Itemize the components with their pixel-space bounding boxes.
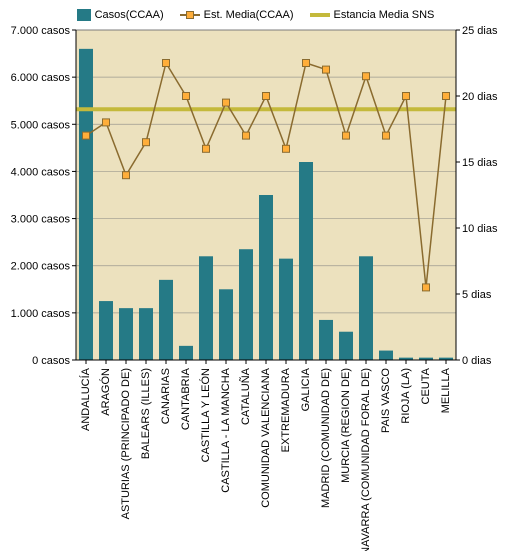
bar: [339, 332, 353, 360]
bar: [319, 320, 333, 360]
media-marker: [263, 93, 270, 100]
category-label: CANTABRIA: [180, 367, 192, 430]
media-marker: [303, 60, 310, 67]
svg-text:25 dias: 25 dias: [462, 26, 498, 37]
bar: [139, 308, 153, 360]
category-label: COMUNIDAD VALENCIANA: [260, 367, 272, 507]
bar: [179, 346, 193, 360]
media-marker: [443, 93, 450, 100]
category-label: ARAGÓN: [99, 368, 112, 416]
category-label: BALEARS (ILLES): [140, 368, 152, 459]
svg-text:0 dias: 0 dias: [462, 355, 492, 367]
media-marker: [163, 60, 170, 67]
legend-media-label: Est. Media(CCAA): [204, 9, 294, 21]
category-label: ASTURIAS (PRINCIPADO DE): [120, 368, 132, 519]
media-marker: [203, 145, 210, 152]
category-label: CEUTA: [420, 367, 432, 404]
category-label: ANDALUCÍA: [79, 367, 92, 431]
bar: [159, 280, 173, 360]
bar: [79, 49, 93, 360]
media-marker: [363, 73, 370, 80]
category-label: MADRID (COMUNIDAD DE): [320, 368, 332, 508]
svg-text:4.000 casos: 4.000 casos: [11, 166, 71, 178]
bar: [99, 301, 113, 360]
bar: [299, 162, 313, 360]
media-marker: [403, 93, 410, 100]
bar: [279, 259, 293, 360]
bar: [219, 289, 233, 360]
bar: [199, 256, 213, 360]
category-label: MELILLA: [440, 367, 452, 413]
media-marker: [383, 132, 390, 139]
legend-sns-label: Estancia Media SNS: [334, 9, 435, 21]
legend-casos-swatch: [77, 9, 91, 21]
bar: [119, 308, 133, 360]
svg-text:5 dias: 5 dias: [462, 289, 492, 301]
svg-text:2.000 casos: 2.000 casos: [11, 261, 71, 273]
category-label: RIOJA (LA): [400, 368, 412, 424]
chart-container: Casos(CCAA) Est. Media(CCAA) Estancia Me…: [0, 0, 511, 551]
legend-casos-label: Casos(CCAA): [95, 9, 164, 21]
chart-svg: 0 casos 1.000 casos 2.000 casos 3.000 casos…: [0, 26, 511, 551]
svg-text:6.000 casos: 6.000 casos: [11, 72, 71, 84]
svg-text:3.000 casos: 3.000 casos: [11, 214, 71, 226]
category-label: CANARIAS: [160, 368, 172, 424]
legend: Casos(CCAA) Est. Media(CCAA) Estancia Me…: [0, 0, 511, 26]
category-label: CASTILLA - LA MANCHA: [220, 367, 232, 492]
category-label: CASTILLA Y LEÓN: [199, 368, 212, 462]
legend-sns-swatch: [310, 13, 330, 17]
media-marker: [423, 284, 430, 291]
category-label: CATALUÑA: [239, 367, 252, 425]
category-label: PAIS VASCO: [380, 368, 392, 433]
svg-text:7.000 casos: 7.000 casos: [11, 26, 71, 37]
category-label: NAVARRA (COMUNIDAD FORAL DE): [360, 368, 372, 551]
media-marker: [123, 172, 130, 179]
legend-media: Est. Media(CCAA): [180, 9, 294, 21]
category-label: EXTREMADURA: [280, 367, 292, 452]
category-label: MURCIA (REGION DE): [340, 368, 352, 483]
bar: [359, 256, 373, 360]
bar: [259, 195, 273, 360]
svg-text:1.000 casos: 1.000 casos: [11, 308, 71, 320]
legend-media-swatch: [180, 9, 200, 21]
media-marker: [323, 66, 330, 73]
media-marker: [183, 93, 190, 100]
svg-text:5.000 casos: 5.000 casos: [11, 119, 71, 131]
media-marker: [283, 145, 290, 152]
media-marker: [243, 132, 250, 139]
bar: [379, 351, 393, 360]
category-label: GALICIA: [300, 367, 312, 411]
legend-sns: Estancia Media SNS: [310, 9, 435, 21]
svg-text:20 dias: 20 dias: [462, 91, 498, 103]
svg-text:15 dias: 15 dias: [462, 157, 498, 169]
media-marker: [103, 119, 110, 126]
media-marker: [223, 99, 230, 106]
svg-text:10 dias: 10 dias: [462, 223, 498, 235]
legend-casos: Casos(CCAA): [77, 9, 164, 21]
bar: [239, 249, 253, 360]
media-marker: [143, 139, 150, 146]
svg-text:0 casos: 0 casos: [32, 355, 70, 367]
media-marker: [343, 132, 350, 139]
media-marker: [83, 132, 90, 139]
